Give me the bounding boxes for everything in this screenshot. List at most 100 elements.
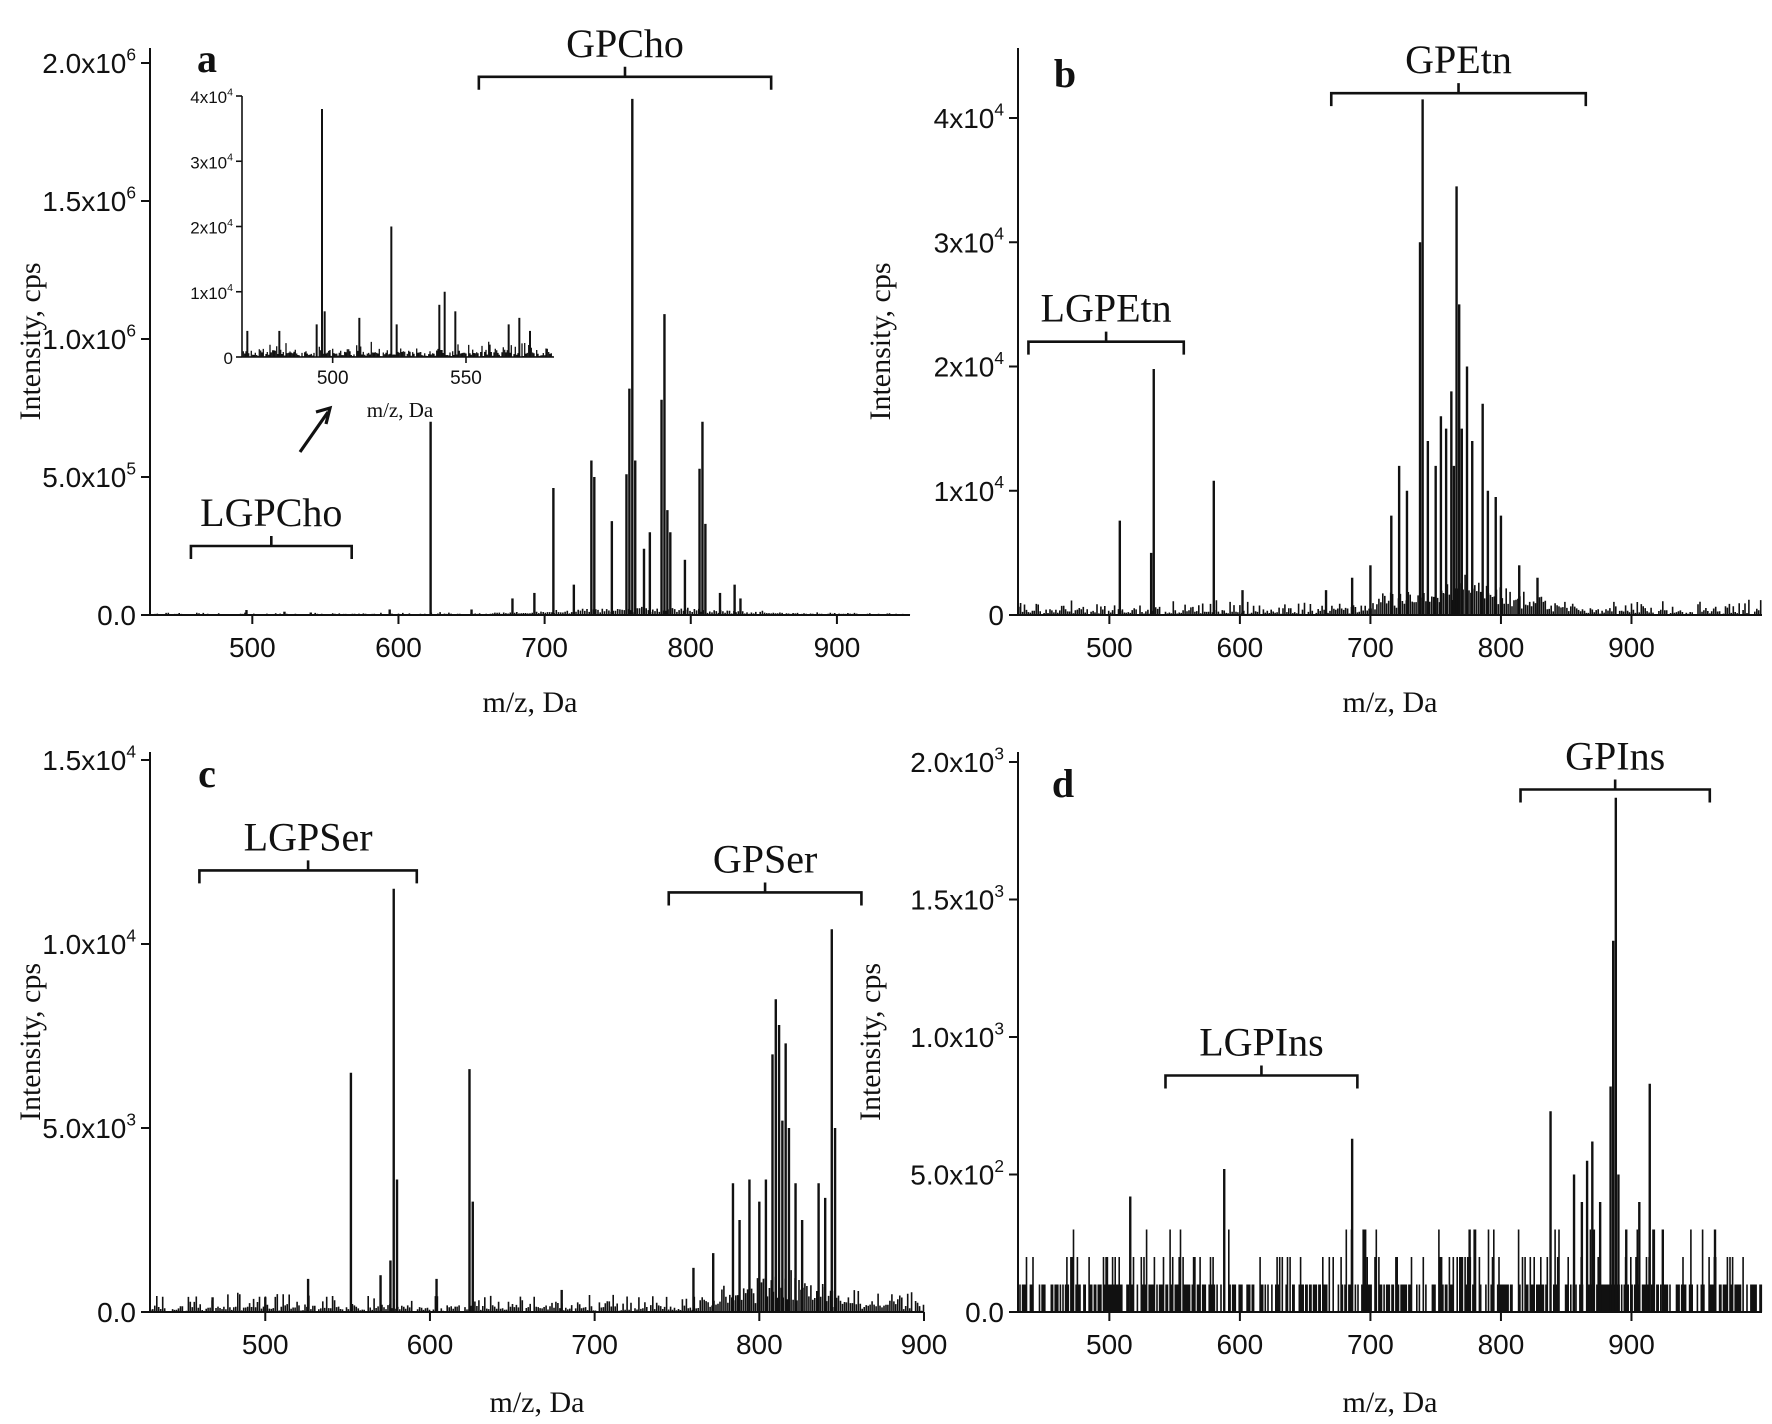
x-tick-label-b-3: 800 <box>1478 632 1525 663</box>
bracket-b-0 <box>1329 83 1588 107</box>
y-tick-label-d-3: 1.5x103 <box>910 881 1004 916</box>
y-tick-label-d-4: 2.0x103 <box>910 743 1004 778</box>
spectrum-noise-d <box>1019 1229 1763 1312</box>
x-tick-label-a-4: 900 <box>814 632 861 663</box>
y-tick-label-a-1-exponent: 5 <box>126 458 136 478</box>
bracket-c-0 <box>198 860 419 884</box>
y-tick-label-a-3-mantissa: 1.5x10 <box>42 186 126 217</box>
x-tick-label-a-2: 700 <box>521 632 568 663</box>
x-tick-label-b-4: 900 <box>1608 632 1655 663</box>
x-tick-label-d-4: 900 <box>1608 1329 1655 1360</box>
y-tick-label-d-4-exponent: 3 <box>994 743 1004 763</box>
inset-y-tick-label-2-mantissa: 2x10 <box>190 219 227 238</box>
inset-arrow-icon <box>298 411 330 453</box>
x-tick-label-c-2: 700 <box>571 1329 618 1360</box>
y-tick-label-b-4-exponent: 4 <box>994 99 1004 119</box>
inset-y-tick-label-1-exponent: 4 <box>227 282 233 294</box>
x-axis-title-c: m/z, Da <box>490 1386 585 1419</box>
x-tick-label-d-2: 700 <box>1347 1329 1394 1360</box>
bracket-label-c-0: LGPSer <box>244 814 373 859</box>
y-tick-label-a-4-mantissa: 2.0x10 <box>42 48 126 79</box>
bracket-label-c-1: GPSer <box>713 836 817 881</box>
inset-noise <box>242 341 554 357</box>
y-tick-label-b-3-exponent: 4 <box>994 224 1004 244</box>
bracket-a-1 <box>189 536 353 559</box>
y-tick-label-b-4: 4x104 <box>934 99 1005 134</box>
x-tick-label-b-0: 500 <box>1086 632 1133 663</box>
y-tick-label-a-3-exponent: 6 <box>126 182 136 202</box>
inset-x-axis-title: m/z, Da <box>367 398 434 422</box>
y-axis-title-a: Intensity, cps <box>14 262 47 420</box>
y-tick-label-d-0-mantissa: 0.0 <box>965 1297 1004 1328</box>
panel-b: 500 600 700 800 90001x1042x1043x1044x104m/z,… <box>864 37 1762 719</box>
x-tick-label-a-3: 800 <box>667 632 714 663</box>
bracket-d-1 <box>1164 1065 1359 1089</box>
bracket-label-a-1: LGPCho <box>200 490 342 535</box>
inset-y-tick-label-2: 2x104 <box>190 217 233 238</box>
y-tick-label-a-0-mantissa: 0.0 <box>97 600 136 631</box>
y-tick-label-d-1: 5.0x102 <box>910 1156 1004 1191</box>
inset-y-tick-label-4-exponent: 4 <box>227 86 233 98</box>
panel-letter-c: c <box>198 751 216 796</box>
y-tick-label-b-0: 0 <box>988 600 1004 631</box>
bracket-label-d-1: LGPIns <box>1199 1020 1323 1065</box>
y-tick-label-a-1-mantissa: 5.0x10 <box>42 462 126 493</box>
y-tick-label-d-4-mantissa: 2.0x10 <box>910 747 994 778</box>
x-tick-label-d-3: 800 <box>1478 1329 1525 1360</box>
y-axis-title-b: Intensity, cps <box>864 262 897 420</box>
inset-y-tick-label-3: 3x104 <box>190 152 233 173</box>
y-tick-label-d-2-mantissa: 1.0x10 <box>910 1022 994 1053</box>
y-tick-label-c-0-mantissa: 0.0 <box>97 1297 136 1328</box>
y-axis-title-c: Intensity, cps <box>14 963 47 1121</box>
inset-x-tick-label-1: 550 <box>450 368 482 389</box>
x-axis-title-d: m/z, Da <box>1343 1386 1438 1419</box>
bracket-label-b-1: LGPEtn <box>1041 286 1172 331</box>
y-tick-label-b-1-exponent: 4 <box>994 472 1004 492</box>
panel-letter-a: a <box>197 36 217 81</box>
inset-arrow-head-icon <box>315 405 333 425</box>
spectrum-noise-b <box>1017 574 1762 615</box>
x-tick-label-a-1: 600 <box>375 632 422 663</box>
inset-y-tick-label-3-mantissa: 3x10 <box>190 153 227 172</box>
y-tick-label-c-3: 1.5x104 <box>42 741 136 776</box>
panel-a: 500 600 700 800 9000.05.0x1051.0x1061.5x1062… <box>14 21 911 719</box>
x-tick-label-c-0: 500 <box>242 1329 289 1360</box>
y-tick-label-a-0: 0.0 <box>97 600 136 631</box>
panel-d: 500 600 700 800 9000.05.0x1021.0x1031.5x1032… <box>854 734 1763 1419</box>
inset-y-tick-label-1: 1x104 <box>190 282 233 303</box>
inset-y-tick-label-0-mantissa: 0 <box>224 349 233 368</box>
inset-y-tick-label-4: 4x104 <box>190 86 233 107</box>
y-tick-label-b-1-mantissa: 1x10 <box>934 476 995 507</box>
y-tick-label-d-2: 1.0x103 <box>910 1018 1004 1053</box>
y-tick-label-d-1-mantissa: 5.0x10 <box>910 1160 994 1191</box>
bracket-b-1 <box>1027 331 1186 355</box>
y-tick-label-c-1-mantissa: 5.0x10 <box>42 1113 126 1144</box>
y-tick-label-c-0: 0.0 <box>97 1297 136 1328</box>
spectrum-noise-c <box>150 1268 925 1312</box>
y-tick-label-a-2-mantissa: 1.0x10 <box>42 324 126 355</box>
bracket-c-1 <box>667 882 863 906</box>
inset-x-tick-label-0: 500 <box>317 368 349 389</box>
y-tick-label-d-3-exponent: 3 <box>994 881 1004 901</box>
panel-letter-b: b <box>1054 51 1076 96</box>
y-tick-label-a-2: 1.0x106 <box>42 320 136 355</box>
bracket-label-b-0: GPEtn <box>1405 37 1512 82</box>
y-tick-label-b-1: 1x104 <box>934 472 1005 507</box>
x-tick-label-a-0: 500 <box>229 632 276 663</box>
y-tick-label-b-2-exponent: 4 <box>994 348 1004 368</box>
y-tick-label-b-3: 3x104 <box>934 224 1005 259</box>
inset-y-tick-label-3-exponent: 4 <box>227 152 233 164</box>
x-tick-label-d-1: 600 <box>1217 1329 1264 1360</box>
y-tick-label-a-3: 1.5x106 <box>42 182 136 217</box>
panel-c: 500 600 700 800 9000.05.0x1031.0x1041.5x104m… <box>14 741 947 1419</box>
x-tick-label-c-4: 900 <box>901 1329 948 1360</box>
y-tick-label-b-4-mantissa: 4x10 <box>934 103 995 134</box>
inset-y-tick-label-2-exponent: 4 <box>227 217 233 229</box>
y-tick-label-c-1: 5.0x103 <box>42 1109 136 1144</box>
spectrum-noise-a <box>149 606 911 615</box>
y-tick-label-d-3-mantissa: 1.5x10 <box>910 885 994 916</box>
inset-y-tick-label-1-mantissa: 1x10 <box>190 284 227 303</box>
